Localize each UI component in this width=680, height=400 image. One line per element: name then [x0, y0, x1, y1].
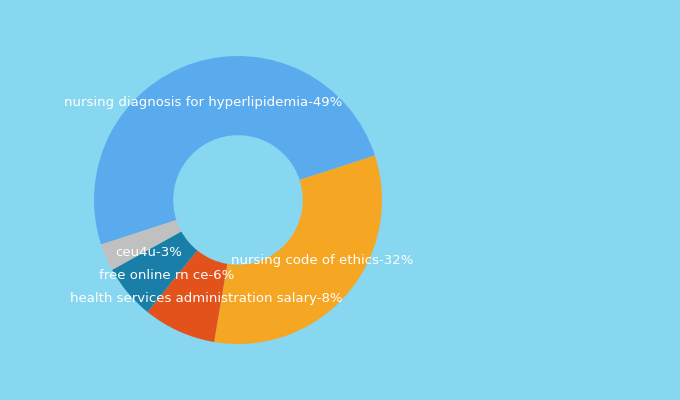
Wedge shape: [101, 220, 182, 270]
Text: nursing diagnosis for hyperlipidemia-49%: nursing diagnosis for hyperlipidemia-49%: [64, 96, 342, 109]
Wedge shape: [94, 56, 375, 244]
Wedge shape: [214, 156, 382, 344]
Wedge shape: [112, 232, 197, 312]
Text: health services administration salary-8%: health services administration salary-8%: [70, 292, 342, 305]
Text: free online rn ce-6%: free online rn ce-6%: [99, 269, 235, 282]
Wedge shape: [148, 250, 227, 342]
Text: ceu4u-3%: ceu4u-3%: [116, 246, 182, 259]
Text: nursing code of ethics-32%: nursing code of ethics-32%: [231, 254, 413, 268]
